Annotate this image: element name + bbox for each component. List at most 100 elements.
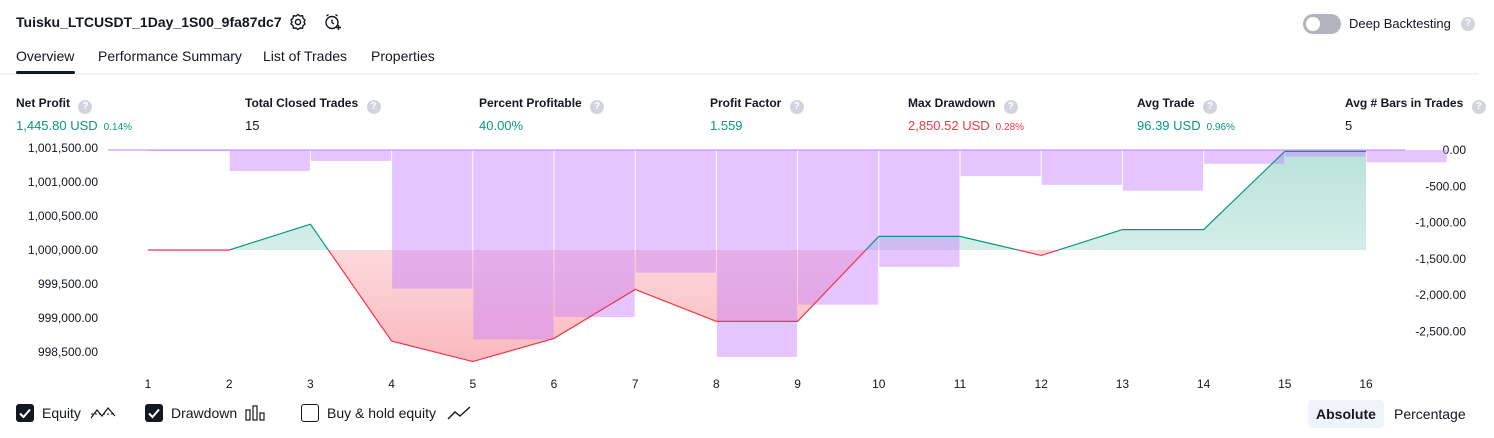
equity-area-up [148,151,1366,250]
right-tick-label: -2,500.00 [1415,325,1466,339]
left-tick-label: 1,000,000.00 [28,243,98,257]
equity-line-icon [90,404,116,425]
left-tick-label: 999,000.00 [38,311,98,325]
metric-value: 15 [245,118,260,133]
x-tick-label: 4 [388,377,395,391]
metric-label: Total Closed Trades [245,96,359,110]
left-axis: 1,001,500.00 1,001,000.00 1,000,500.00 1,00… [28,141,98,359]
left-tick-label: 999,500.00 [38,277,98,291]
metric-net-profit: Net Profit ? 1,445.80 USD 0.14% [16,94,132,133]
tab-overview[interactable]: Overview [16,48,75,64]
x-tick-label: 15 [1278,377,1292,391]
equity-area-down [148,250,1366,362]
equity-line-up [148,150,1366,250]
metric-avg-bars-in-trades: Avg # Bars in Trades ? 5 [1345,94,1486,133]
x-tick-label: 11 [954,377,967,391]
metric-label: Avg Trade [1137,96,1195,110]
metric-max-drawdown: Max Drawdown ? 2,850.52 USD 0.28% [908,94,1024,133]
metric-percent: 0.28% [995,122,1025,133]
metric-value: 2,850.52 USD [908,118,990,133]
x-tick-label: 16 [1359,377,1373,391]
metric-value: 1,445.80 USD [16,118,98,133]
drawdown-label: Drawdown [171,405,238,421]
metric-value: 5 [1345,118,1353,133]
active-tab-indicator [16,71,75,74]
x-tick-label: 13 [1116,377,1130,391]
info-icon[interactable]: ? [78,100,93,114]
x-tick-label: 10 [872,377,886,391]
drawdown-bar [1204,150,1285,164]
left-tick-label: 998,500.00 [38,345,98,359]
legend-buy-hold-equity[interactable]: Buy & hold equity [301,404,476,424]
legend-drawdown[interactable]: Drawdown [145,404,275,424]
left-tick-label: 1,000,500.00 [28,209,98,223]
metric-avg-trade: Avg Trade ? 96.39 USD 0.96% [1137,94,1235,133]
drawdown-bar [1285,150,1366,157]
drawdown-bar [635,150,716,273]
metric-label: Profit Factor [710,96,782,110]
info-icon[interactable]: ? [1003,100,1018,114]
metric-value: 1.559 [710,118,743,133]
info-icon[interactable]: ? [366,100,381,114]
x-tick-label: 3 [307,377,314,391]
x-tick-label: 5 [469,377,476,391]
drawdown-bar [716,150,798,357]
help-icon[interactable]: ? [1461,17,1475,31]
equity-line-down [148,250,1061,363]
drawdown-bar [473,150,554,340]
info-icon[interactable]: ? [789,100,804,114]
deep-backtesting-label: Deep Backtesting [1349,16,1451,31]
bar-chart-icon [245,404,267,425]
drawdown-bar [392,150,473,289]
equity-chart[interactable]: 1,001,500.00 1,001,000.00 1,000,500.00 1,00… [0,138,1494,396]
buy-hold-label: Buy & hold equity [327,405,436,421]
right-tick-label: -500.00 [1425,179,1466,193]
metric-total-closed-trades: Total Closed Trades ? 15 [245,94,381,133]
info-icon[interactable]: ? [1471,100,1486,114]
info-icon[interactable]: ? [1203,100,1218,114]
drawdown-bar [148,150,229,151]
metric-label: Net Profit [16,96,70,110]
equity-label: Equity [42,405,81,421]
metric-label: Percent Profitable [479,96,582,110]
metric-percent: 0.14% [103,122,133,133]
x-tick-label: 12 [1035,377,1049,391]
add-alert-icon[interactable] [323,12,343,32]
percentage-button[interactable]: Percentage [1394,406,1466,422]
equity-checkbox[interactable] [16,404,34,422]
metric-percent: 0.96% [1206,122,1235,133]
x-axis: 1 2 3 4 5 6 7 8 9 10 11 12 13 14 15 16 [145,377,1373,391]
right-tick-label: -1,500.00 [1415,252,1466,266]
x-tick-label: 2 [226,377,233,391]
drawdown-bar [1366,150,1447,163]
info-icon[interactable]: ? [590,100,605,114]
buy-hold-checkbox[interactable] [301,404,319,422]
x-tick-label: 9 [794,377,801,391]
metric-value: 96.39 USD [1137,118,1201,133]
metric-profit-factor: Profit Factor ? 1.559 [710,94,804,133]
metric-percent-profitable: Percent Profitable ? 40.00% [479,94,605,133]
left-tick-label: 1,001,000.00 [28,175,98,189]
tab-list-of-trades[interactable]: List of Trades [263,48,348,64]
drawdown-bar [879,150,960,267]
metric-label: Avg # Bars in Trades [1345,96,1464,110]
drawdown-bars [148,150,1447,357]
deep-backtesting-toggle[interactable] [1303,14,1341,34]
x-tick-label: 1 [145,377,152,391]
tabs-divider [0,73,1478,75]
drawdown-checkbox[interactable] [145,404,163,422]
drawdown-bar [798,150,879,305]
x-tick-label: 14 [1197,377,1211,391]
x-tick-label: 8 [713,377,720,391]
settings-icon[interactable] [288,12,308,32]
strategy-title: Tuisku_LTCUSDT_1Day_1S00_9fa87dc7 [16,14,282,30]
tab-performance-summary[interactable]: Performance Summary [98,48,242,64]
tab-properties[interactable]: Properties [371,48,435,64]
absolute-button[interactable]: Absolute [1308,400,1384,428]
legend-equity[interactable]: Equity [16,404,116,424]
right-tick-label: -1,000.00 [1415,216,1466,230]
right-axis: 0.00 -500.00 -1,000.00 -1,500.00 -2,000.00 -2… [1415,143,1466,339]
drawdown-bar [960,150,1041,177]
right-tick-label: 0.00 [1443,143,1467,157]
metric-value: 40.00% [479,118,524,133]
